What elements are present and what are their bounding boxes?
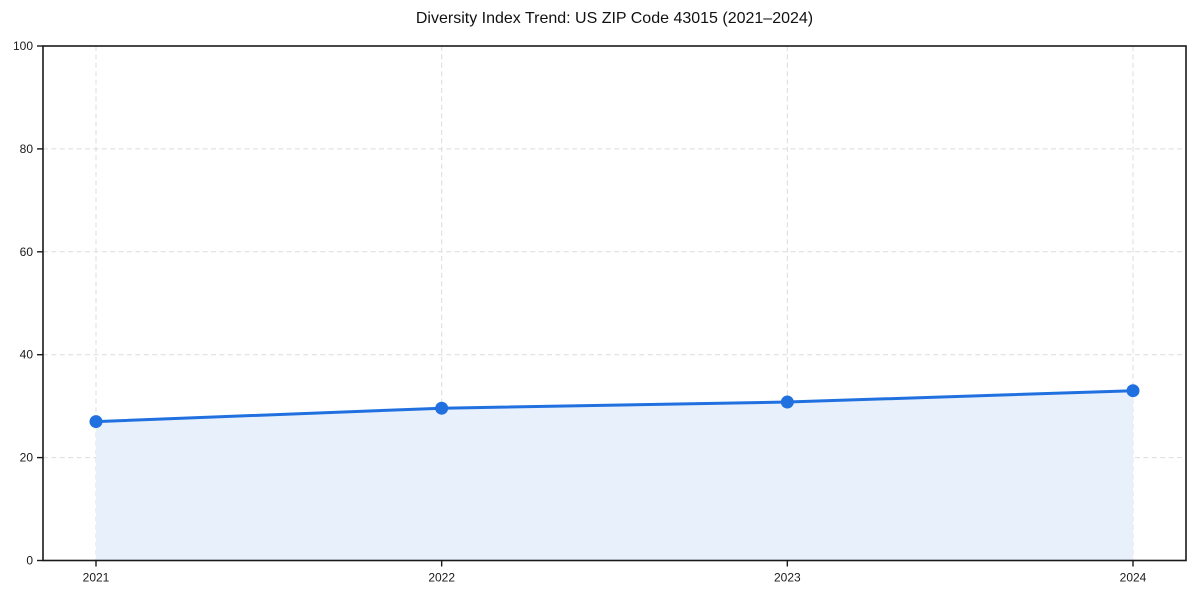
trend-line (94, 389, 1135, 424)
y-tick-label: 40 (20, 348, 34, 362)
axis-frame (42, 45, 1187, 562)
x-tick-label: 2024 (1120, 571, 1147, 585)
y-tick-label: 80 (20, 142, 34, 156)
y-tick-label: 20 (20, 451, 34, 465)
data-point-2024 (1126, 384, 1140, 398)
data-point-2022 (435, 401, 449, 415)
data-point-2021 (89, 415, 103, 429)
chart-title: Diversity Index Trend: US ZIP Code 43015… (415, 10, 814, 27)
data-point-2023 (780, 395, 794, 409)
y-tick-label: 100 (13, 39, 33, 53)
x-tick-label: 2023 (774, 571, 801, 585)
x-tick-label: 2022 (428, 571, 455, 585)
x-tick-label: 2021 (83, 571, 110, 585)
y-tick-label: 0 (26, 554, 33, 568)
y-tick-label: 60 (20, 245, 34, 259)
area-fill (96, 390, 1133, 561)
